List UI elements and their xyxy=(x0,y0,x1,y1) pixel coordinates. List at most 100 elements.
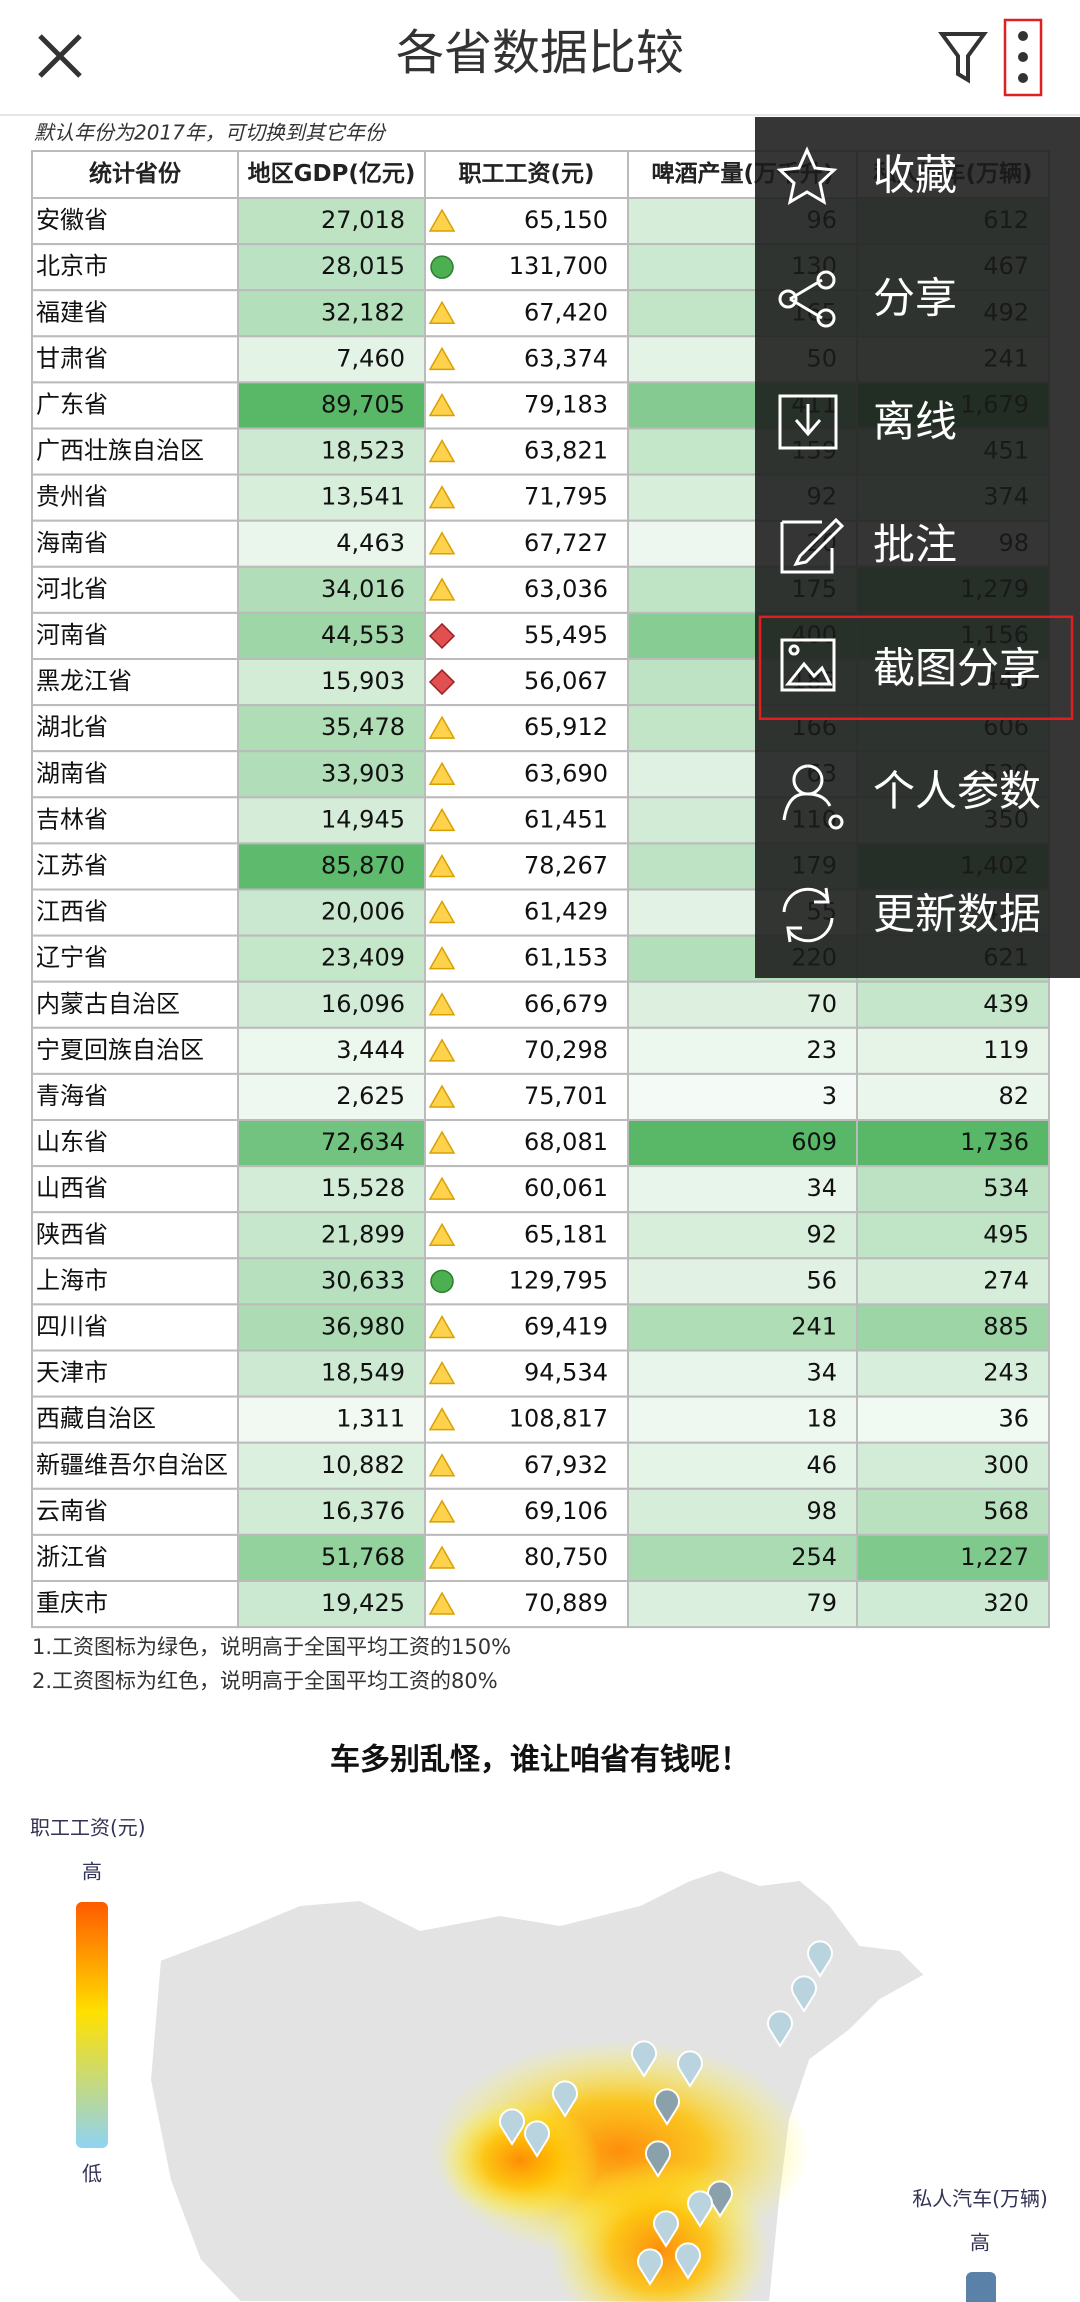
menu-item[interactable]: 批注 xyxy=(780,517,957,574)
menu-item[interactable]: 更新数据 xyxy=(782,887,1041,943)
cell-value: 75,701 xyxy=(524,1082,608,1110)
cell xyxy=(856,1072,1050,1122)
wage-icon xyxy=(428,1407,456,1431)
cell-value: 46 xyxy=(806,1451,837,1479)
cell xyxy=(424,980,629,1029)
wage-icon xyxy=(428,300,456,324)
menu-item[interactable]: 收藏 xyxy=(776,146,957,206)
menu-icon xyxy=(782,887,834,943)
close-button[interactable] xyxy=(38,34,82,78)
province: 上海市 xyxy=(36,1266,108,1294)
cell-value: 67,932 xyxy=(524,1451,608,1479)
cell-value: 61,153 xyxy=(524,944,608,972)
cell-value: 4,463 xyxy=(336,529,405,557)
cell-value: 34 xyxy=(806,1174,837,1202)
cell-value: 14,945 xyxy=(321,805,405,833)
menu-label: 离线 xyxy=(873,397,957,446)
menu-item[interactable]: 离线 xyxy=(778,394,957,450)
note: 1.工资图标为绿色，说明高于全国平均工资的150% xyxy=(32,1635,511,1659)
cell-value: 69,419 xyxy=(524,1312,608,1340)
province: 海南省 xyxy=(36,529,108,557)
province: 河南省 xyxy=(36,621,108,649)
province: 浙江省 xyxy=(36,1543,108,1571)
province: 山西省 xyxy=(36,1174,108,1202)
wage-icon xyxy=(428,577,456,601)
province: 河北省 xyxy=(36,575,108,603)
cell-value: 7,460 xyxy=(336,344,405,372)
more-button[interactable] xyxy=(1003,18,1043,97)
cell xyxy=(856,1349,1050,1398)
province: 黑龙江省 xyxy=(36,667,132,695)
cell-value: 18,523 xyxy=(321,437,405,465)
legend-high: 高 xyxy=(970,2231,990,2255)
cell xyxy=(31,980,239,1029)
menu-item[interactable]: 分享 xyxy=(778,270,957,328)
wage-icon xyxy=(428,622,456,650)
wage-icon xyxy=(428,1453,456,1477)
wage-icon xyxy=(428,485,456,509)
header-cell xyxy=(424,150,629,199)
filter-button[interactable] xyxy=(938,32,988,84)
cell-value: 534 xyxy=(983,1174,1029,1202)
wage-icon xyxy=(428,1038,456,1062)
cell xyxy=(31,1580,239,1629)
wage-icon xyxy=(428,208,456,232)
cell xyxy=(856,1395,1050,1444)
cell-value: 67,420 xyxy=(524,298,608,326)
province: 湖北省 xyxy=(36,713,108,741)
cell xyxy=(237,289,426,338)
menu-label: 收藏 xyxy=(873,151,957,200)
cell-value: 85,870 xyxy=(321,851,405,879)
cell-value: 23,409 xyxy=(321,944,405,972)
province: 福建省 xyxy=(36,298,108,326)
cell-value: 63,036 xyxy=(524,575,608,603)
wage-icon xyxy=(428,1499,456,1523)
wage-icon xyxy=(428,531,456,555)
cell xyxy=(424,473,629,522)
cell xyxy=(31,197,239,246)
menu-icon xyxy=(778,394,838,450)
cell-value: 36,980 xyxy=(321,1312,405,1340)
cell-value: 65,150 xyxy=(524,206,608,234)
cars-legend: 私人汽车(万辆) 高 xyxy=(912,2187,1048,2302)
menu-item[interactable]: 截图分享 xyxy=(758,615,1074,721)
cell-value: 30,633 xyxy=(321,1266,405,1294)
cell-value: 3,444 xyxy=(336,1036,405,1064)
cell-value: 78,267 xyxy=(524,851,608,879)
cell-value: 1,736 xyxy=(960,1128,1029,1156)
cell-value: 19,425 xyxy=(321,1589,405,1617)
wage-icon xyxy=(428,900,456,924)
gradient-bar xyxy=(966,2272,996,2302)
cell xyxy=(424,1533,629,1583)
cell xyxy=(237,1257,426,1306)
note: 2.工资图标为红色，说明高于全国平均工资的80% xyxy=(32,1669,498,1693)
column-header: 统计省份 xyxy=(89,160,182,187)
cell-value: 61,429 xyxy=(524,898,608,926)
wage-icon xyxy=(430,255,454,279)
cell xyxy=(424,1441,629,1490)
menu-item[interactable]: 个人参数 xyxy=(782,764,1041,830)
cell-value: 70,298 xyxy=(524,1036,608,1064)
cell xyxy=(31,611,239,661)
cell-value: 18 xyxy=(806,1405,837,1433)
cell xyxy=(237,1533,426,1583)
map xyxy=(148,1868,927,2302)
cell xyxy=(31,704,239,753)
menu-label: 个人参数 xyxy=(873,767,1041,816)
cell-value: 23 xyxy=(806,1036,837,1064)
cell-value: 69,106 xyxy=(524,1497,608,1525)
cell xyxy=(31,888,239,937)
cell xyxy=(31,473,239,522)
province: 陕西省 xyxy=(36,1220,108,1248)
province: 新疆维吾尔自治区 xyxy=(36,1451,228,1479)
wage-icon xyxy=(428,946,456,970)
wage-icon xyxy=(428,1176,456,1200)
cell xyxy=(31,1026,239,1075)
wage-icon xyxy=(428,1084,456,1108)
cell xyxy=(31,750,239,799)
menu-label: 批注 xyxy=(873,520,957,569)
cell xyxy=(237,335,426,384)
cell-value: 70 xyxy=(806,990,837,1018)
cell-value: 65,912 xyxy=(524,713,608,741)
